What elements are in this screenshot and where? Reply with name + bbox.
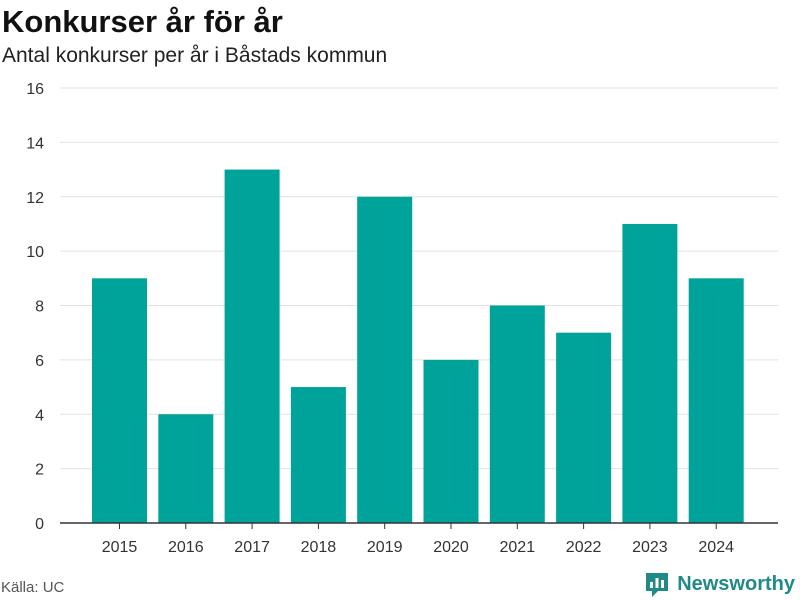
y-tick-label: 2 xyxy=(35,462,44,479)
bar xyxy=(489,305,545,523)
bar xyxy=(92,278,147,523)
y-tick-label: 10 xyxy=(26,244,44,261)
chart-subtitle: Antal konkurser per år i Båstads kommun xyxy=(2,44,388,67)
source-note: Källa: UC xyxy=(1,579,65,596)
bar xyxy=(357,196,413,523)
chart-title: Konkurser år för år xyxy=(2,4,283,39)
x-tick-label: 2022 xyxy=(566,539,602,556)
y-tick-label: 0 xyxy=(35,516,44,533)
brand-name: Newsworthy xyxy=(677,572,795,595)
bar xyxy=(290,387,346,523)
y-tick-label: 4 xyxy=(35,407,44,424)
y-tick-label: 6 xyxy=(35,353,44,370)
x-tick-label: 2017 xyxy=(234,539,270,556)
x-tick-label: 2016 xyxy=(168,539,204,556)
bar xyxy=(423,359,479,523)
y-tick-label: 14 xyxy=(26,135,44,152)
x-tick-label: 2019 xyxy=(367,539,403,556)
x-tick-label: 2023 xyxy=(632,539,668,556)
x-tick-label: 2020 xyxy=(433,539,469,556)
x-tick-label: 2024 xyxy=(698,539,734,556)
bar xyxy=(688,278,744,523)
newsworthy-logo-icon xyxy=(646,573,669,597)
y-tick-label: 8 xyxy=(35,299,44,316)
bar xyxy=(224,169,280,523)
x-tick-label: 2021 xyxy=(500,539,536,556)
bar xyxy=(556,332,612,523)
brand-logo-group: Newsworthy xyxy=(644,570,795,598)
y-tick-label: 16 xyxy=(26,81,44,98)
x-tick-label: 2015 xyxy=(102,539,138,556)
x-tick-label: 2018 xyxy=(301,539,337,556)
y-tick-label: 12 xyxy=(26,190,44,207)
bar xyxy=(158,414,214,523)
bar xyxy=(622,223,678,523)
